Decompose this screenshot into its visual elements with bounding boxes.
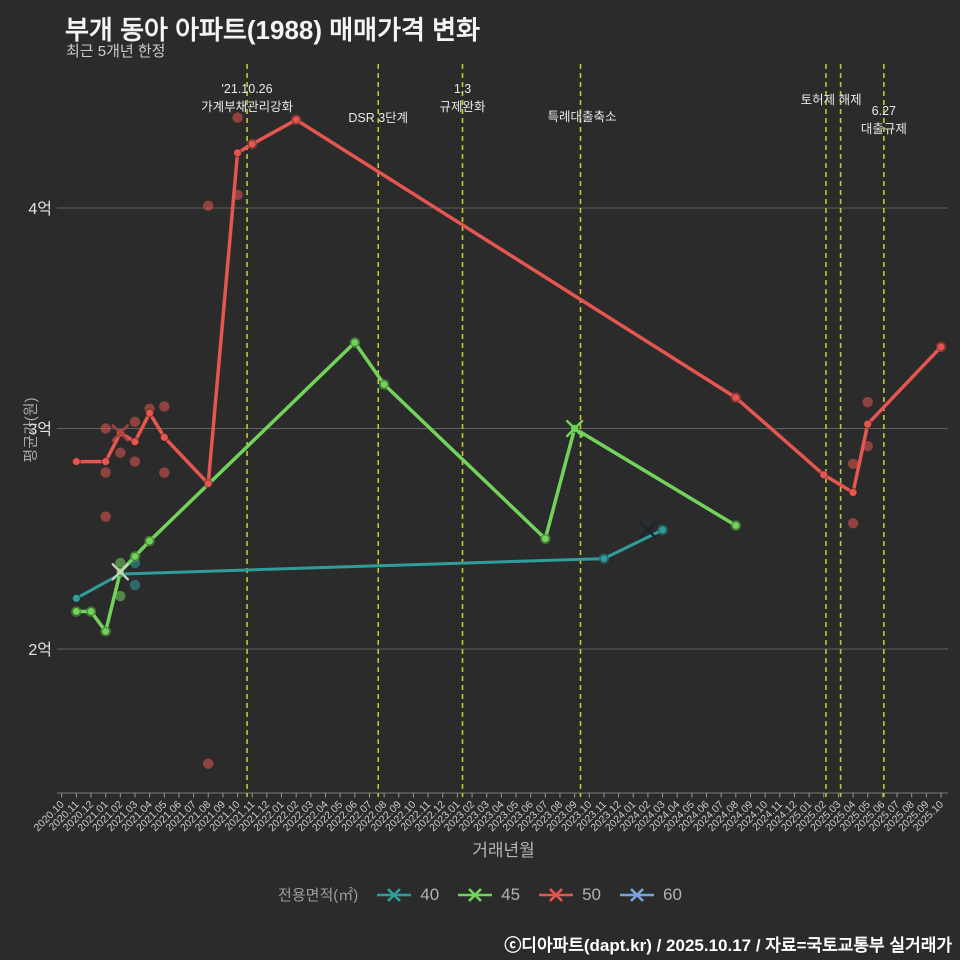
series-point-45 [540, 534, 550, 544]
y-tick-label: 2억 [28, 641, 52, 659]
series-point-50 [291, 115, 301, 125]
series-point-45 [379, 379, 389, 389]
scatter-point [129, 579, 141, 591]
series-point-50 [863, 419, 873, 429]
legend-item-label: 50 [582, 884, 602, 904]
scatter-point [100, 423, 111, 434]
series-point-45 [86, 606, 96, 617]
x-marker-45 [111, 563, 130, 581]
scatter-point [115, 447, 126, 458]
legend-item-40: 40 [376, 885, 439, 905]
event-annotation: 토허제 해제 [801, 93, 862, 107]
legend-marker-60-icon [620, 887, 655, 902]
legend-item-label: 40 [420, 884, 440, 904]
scatter-point [115, 590, 126, 602]
series-point-50 [203, 479, 213, 489]
series-point-50 [130, 437, 140, 447]
x-marker-45 [565, 419, 584, 438]
series-point-40 [71, 593, 81, 603]
legend-item-45: 45 [457, 885, 520, 905]
scatter-point [129, 416, 141, 428]
series-point-45 [71, 606, 81, 617]
legend: 전용면적(㎡) 40 45 50 60 [0, 884, 960, 905]
event-annotation: 1.3 [454, 82, 471, 96]
scatter-point [847, 518, 859, 529]
event-annotation: '21.10.26 [222, 82, 273, 96]
event-annotation: 가계부채관리강화 [201, 100, 294, 114]
y-tick-label: 3억 [28, 421, 52, 439]
scatter-point [115, 557, 126, 569]
series-point-50 [848, 487, 858, 498]
series-line-40 [74, 528, 665, 600]
legend-item-label: 45 [501, 884, 521, 904]
series-line-45 [74, 340, 738, 634]
series-point-50 [71, 456, 81, 467]
legend-item-50: 50 [538, 885, 601, 905]
legend-items: 40 45 50 60 [376, 885, 682, 905]
scatter-point [203, 200, 214, 211]
footer-credit: ⓒ디아파트(dapt.kr) / 2025.10.17 / 자료=국토교통부 실… [504, 936, 952, 955]
event-annotation: 특례대출축소 [547, 110, 616, 124]
scatter-point [847, 458, 859, 469]
series-line-50 [74, 118, 943, 495]
event-annotation: 대출규제 [861, 122, 907, 136]
legend-marker-40-icon [377, 887, 412, 902]
legend-marker-50-icon [539, 887, 574, 902]
series-point-40 [657, 525, 668, 535]
legend-item-60: 60 [619, 885, 682, 905]
legend-title: 전용면적(㎡) [278, 887, 359, 904]
scatter-point [100, 511, 111, 522]
series-point-45 [101, 626, 111, 636]
scatter-point [159, 401, 170, 412]
series-point-50 [731, 393, 741, 403]
x-marker-60 [639, 521, 657, 539]
series-point-50 [247, 139, 257, 149]
series-point-50 [145, 408, 155, 418]
scatter-point [862, 396, 873, 408]
series-point-45 [350, 337, 360, 348]
series-point-45 [130, 551, 140, 561]
scatter-point [159, 467, 170, 478]
series-point-45 [731, 520, 741, 531]
event-annotation: DSR 3단계 [348, 111, 408, 125]
series-point-50 [819, 470, 829, 480]
series-point-50 [232, 148, 243, 158]
chart-title: 부개 동아 아파트(1988) 매매가격 변화 [65, 15, 481, 45]
x-marker-50 [111, 424, 130, 442]
event-annotation: 규제완화 [440, 100, 487, 114]
scatter-point [100, 467, 111, 478]
series-point-50 [101, 456, 111, 467]
series-point-50 [159, 432, 169, 442]
legend-item-label: 60 [663, 884, 682, 904]
x-axis-title: 거래년월 [472, 841, 535, 860]
series-point-50 [936, 342, 946, 352]
chart-subtitle: 최근 5개년 한정 [66, 43, 166, 60]
scatter-point [232, 112, 243, 123]
scatter-point [203, 758, 214, 769]
legend-marker-45-icon [458, 887, 493, 902]
event-annotation: 6.27 [872, 104, 896, 118]
series-point-40 [599, 553, 609, 564]
y-tick-label: 4억 [28, 200, 52, 218]
scatter-point [129, 456, 141, 467]
series-point-45 [145, 536, 155, 546]
